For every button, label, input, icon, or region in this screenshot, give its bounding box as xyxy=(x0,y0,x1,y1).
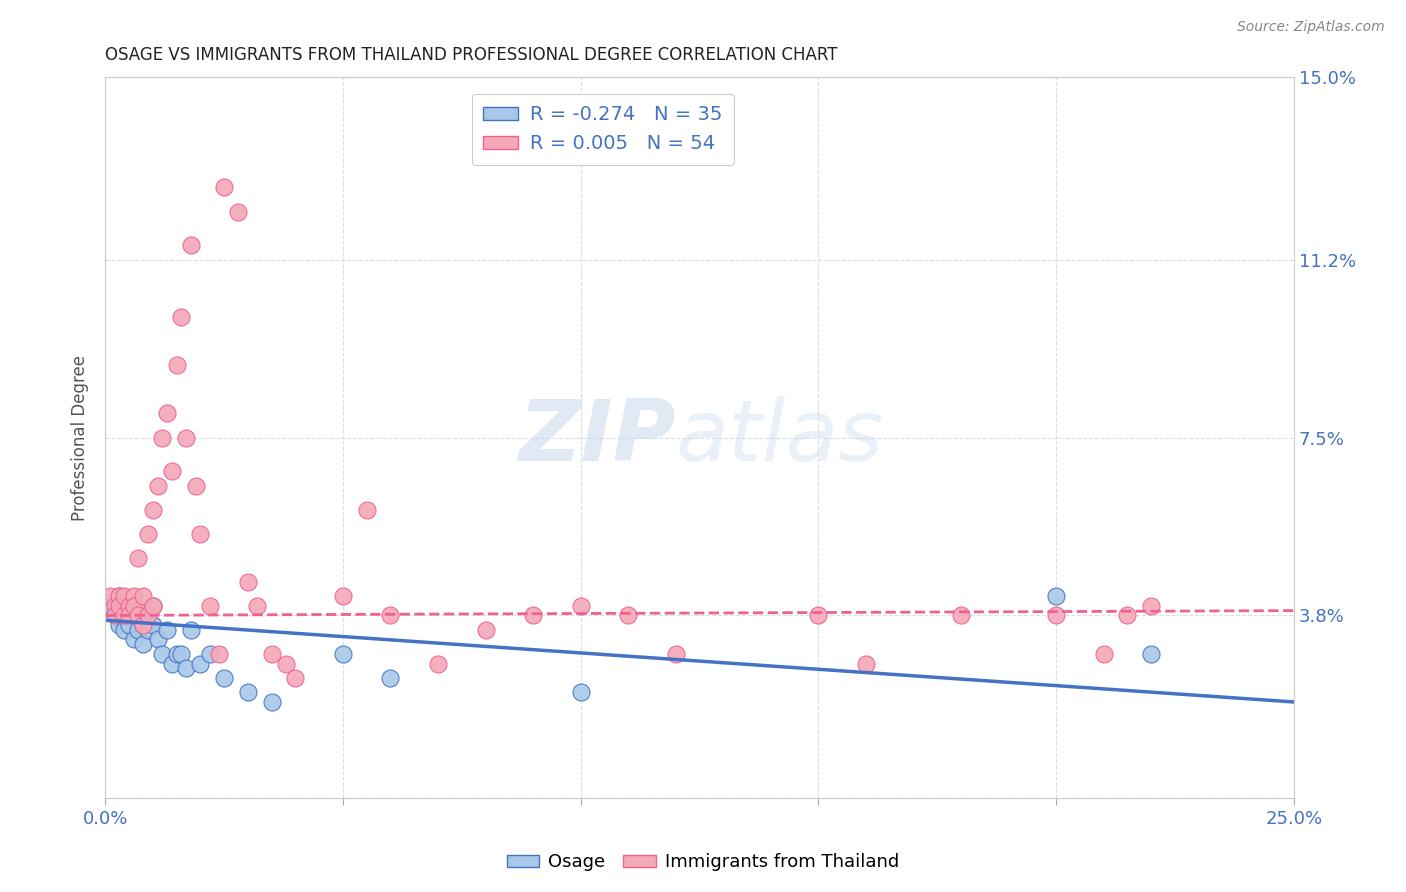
Point xyxy=(284,671,307,685)
Point xyxy=(166,647,188,661)
Point xyxy=(122,599,145,613)
Point xyxy=(380,608,402,623)
Point xyxy=(112,608,135,623)
Point xyxy=(112,623,135,637)
Point xyxy=(522,608,544,623)
Point xyxy=(212,671,235,685)
Point xyxy=(128,623,150,637)
Point xyxy=(112,589,135,603)
Point xyxy=(236,685,259,699)
Text: atlas: atlas xyxy=(676,396,884,479)
Point xyxy=(136,526,159,541)
Point xyxy=(188,657,211,671)
Point xyxy=(104,599,127,613)
Point xyxy=(665,647,688,661)
Point xyxy=(246,599,269,613)
Point xyxy=(146,478,169,492)
Point xyxy=(855,657,877,671)
Point xyxy=(180,623,202,637)
Point xyxy=(98,599,121,613)
Point xyxy=(1045,589,1067,603)
Y-axis label: Professional Degree: Professional Degree xyxy=(72,354,89,521)
Point xyxy=(98,589,121,603)
Point xyxy=(156,407,179,421)
Point xyxy=(1140,599,1163,613)
Point xyxy=(356,502,378,516)
Point xyxy=(136,623,159,637)
Point xyxy=(104,608,127,623)
Point xyxy=(128,608,150,623)
Point xyxy=(569,599,592,613)
Text: OSAGE VS IMMIGRANTS FROM THAILAND PROFESSIONAL DEGREE CORRELATION CHART: OSAGE VS IMMIGRANTS FROM THAILAND PROFES… xyxy=(105,46,838,64)
Point xyxy=(122,589,145,603)
Point xyxy=(118,608,141,623)
Point xyxy=(132,637,155,651)
Point xyxy=(380,671,402,685)
Point xyxy=(188,526,211,541)
Point xyxy=(118,599,141,613)
Point xyxy=(118,618,141,632)
Point xyxy=(260,647,283,661)
Point xyxy=(108,589,131,603)
Point xyxy=(166,359,188,373)
Text: ZIP: ZIP xyxy=(519,396,676,479)
Point xyxy=(108,589,131,603)
Point xyxy=(1116,608,1139,623)
Point xyxy=(160,464,183,478)
Point xyxy=(174,661,197,675)
Point xyxy=(198,647,221,661)
Point xyxy=(1092,647,1115,661)
Point xyxy=(150,430,173,444)
Point xyxy=(112,608,135,623)
Point xyxy=(208,647,231,661)
Legend: Osage, Immigrants from Thailand: Osage, Immigrants from Thailand xyxy=(499,847,907,879)
Point xyxy=(142,618,165,632)
Point xyxy=(128,550,150,565)
Point xyxy=(128,608,150,623)
Point xyxy=(160,657,183,671)
Text: Source: ZipAtlas.com: Source: ZipAtlas.com xyxy=(1237,20,1385,34)
Point xyxy=(146,632,169,647)
Point xyxy=(332,647,354,661)
Point xyxy=(1045,608,1067,623)
Point xyxy=(170,647,193,661)
Point xyxy=(198,599,221,613)
Point xyxy=(180,238,202,252)
Point xyxy=(132,618,155,632)
Point xyxy=(170,310,193,325)
Point xyxy=(332,589,354,603)
Point xyxy=(122,608,145,623)
Point xyxy=(212,180,235,194)
Point xyxy=(236,574,259,589)
Point xyxy=(156,623,179,637)
Point xyxy=(122,632,145,647)
Point xyxy=(569,685,592,699)
Point xyxy=(474,623,496,637)
Point xyxy=(228,204,250,219)
Point xyxy=(142,599,165,613)
Point xyxy=(132,589,155,603)
Point xyxy=(260,695,283,709)
Point xyxy=(950,608,973,623)
Legend: R = -0.274   N = 35, R = 0.005   N = 54: R = -0.274 N = 35, R = 0.005 N = 54 xyxy=(471,94,734,165)
Point xyxy=(174,430,197,444)
Point xyxy=(132,618,155,632)
Point xyxy=(118,599,141,613)
Point xyxy=(104,608,127,623)
Point xyxy=(1140,647,1163,661)
Point xyxy=(142,502,165,516)
Point xyxy=(136,608,159,623)
Point xyxy=(150,647,173,661)
Point xyxy=(184,478,207,492)
Point xyxy=(142,599,165,613)
Point xyxy=(108,599,131,613)
Point xyxy=(274,657,297,671)
Point xyxy=(108,618,131,632)
Point xyxy=(427,657,450,671)
Point xyxy=(807,608,830,623)
Point xyxy=(617,608,640,623)
